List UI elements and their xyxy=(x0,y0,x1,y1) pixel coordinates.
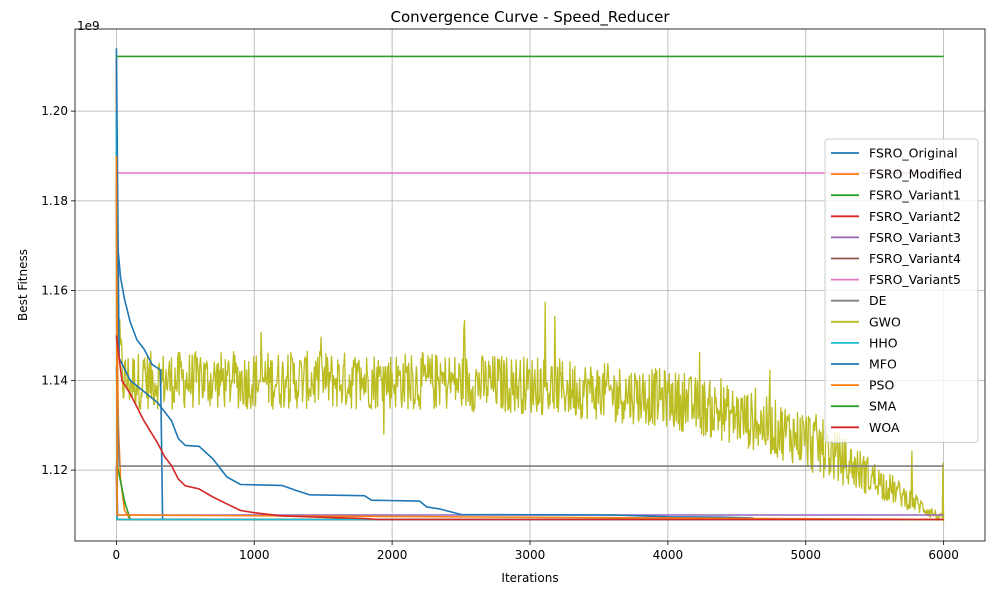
legend: FSRO_Original FSRO_Modified FSRO_Variant1 F… xyxy=(824,138,979,443)
x-tick-label: 0 xyxy=(113,548,121,562)
x-tick-label: 4000 xyxy=(653,548,684,562)
legend-label: DE xyxy=(869,293,887,308)
x-axis-label: Iterations xyxy=(501,571,558,585)
legend-label: PSO xyxy=(869,378,894,393)
legend-label: FSRO_Variant4 xyxy=(869,251,961,266)
legend-label: GWO xyxy=(869,314,901,329)
x-tick-label: 2000 xyxy=(377,548,408,562)
series-line-fsro-original xyxy=(115,151,944,521)
y-tick-label: 1.14 xyxy=(41,373,68,387)
legend-label: FSRO_Modified xyxy=(869,167,962,182)
series-line-gwo xyxy=(115,61,945,522)
x-tick-label: 3000 xyxy=(515,548,546,562)
x-tick-label: 5000 xyxy=(790,548,821,562)
chart-title: Convergence Curve - Speed_Reducer xyxy=(390,8,670,27)
legend-box xyxy=(824,138,979,443)
legend-label: FSRO_Variant1 xyxy=(869,188,961,203)
y-axis-label: Best Fitness xyxy=(16,249,30,321)
y-tick-label: 1.18 xyxy=(41,194,68,208)
legend-label: WOA xyxy=(869,420,900,435)
legend-label: FSRO_Variant5 xyxy=(869,272,961,287)
x-axis-ticks: 0 1000 2000 3000 4000 5000 6000 xyxy=(113,541,959,562)
legend-label: FSRO_Variant2 xyxy=(869,209,961,224)
series-line-mfo xyxy=(115,48,754,519)
legend-label: MFO xyxy=(869,357,897,372)
plot-area xyxy=(115,48,945,522)
legend-label: FSRO_Original xyxy=(869,146,958,161)
x-tick-label: 1000 xyxy=(239,548,270,562)
y-axis-ticks: 1.12 1.14 1.16 1.18 1.20 xyxy=(41,104,75,477)
series-line-pso xyxy=(115,155,944,521)
x-tick-label: 6000 xyxy=(928,548,959,562)
y-axis-offset-label: 1e9 xyxy=(77,19,100,33)
y-tick-label: 1.16 xyxy=(41,284,68,298)
series-line-woa xyxy=(115,335,944,521)
y-tick-label: 1.20 xyxy=(41,104,68,118)
legend-label: FSRO_Variant3 xyxy=(869,230,961,245)
legend-label: HHO xyxy=(869,335,898,350)
legend-label: SMA xyxy=(869,399,897,414)
y-tick-label: 1.12 xyxy=(41,463,68,477)
